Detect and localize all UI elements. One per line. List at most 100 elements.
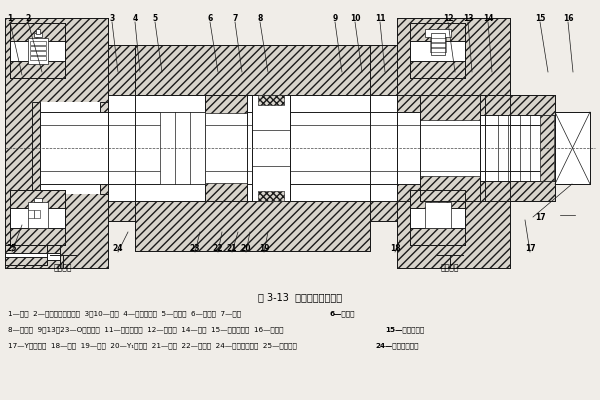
Bar: [135, 201, 370, 251]
Bar: [108, 95, 135, 201]
Text: 15—斯特圈密封: 15—斯特圈密封: [385, 326, 424, 333]
Bar: [32, 102, 40, 194]
Bar: [480, 95, 555, 115]
Bar: [370, 173, 397, 221]
Bar: [5, 18, 108, 268]
Bar: [34, 198, 42, 202]
Bar: [397, 18, 510, 268]
Bar: [135, 95, 370, 201]
Bar: [410, 190, 465, 208]
Bar: [10, 190, 65, 208]
Bar: [5, 245, 60, 253]
Bar: [431, 33, 445, 55]
Text: 2: 2: [25, 14, 31, 23]
Bar: [108, 173, 135, 221]
Bar: [108, 45, 135, 221]
Bar: [430, 43, 446, 47]
Text: 13: 13: [463, 14, 473, 23]
Bar: [34, 33, 42, 37]
Bar: [30, 56, 46, 60]
Bar: [410, 190, 465, 245]
Bar: [10, 190, 65, 245]
Text: 1: 1: [7, 14, 13, 23]
Bar: [32, 102, 108, 194]
Bar: [30, 51, 46, 55]
Bar: [135, 45, 370, 95]
Bar: [252, 95, 290, 201]
Text: 进出油口: 进出油口: [54, 263, 72, 272]
Bar: [420, 95, 508, 201]
Bar: [410, 23, 465, 41]
Text: 3: 3: [109, 14, 115, 23]
Bar: [480, 95, 555, 201]
Bar: [410, 23, 465, 78]
Bar: [5, 260, 60, 268]
Bar: [370, 45, 397, 123]
Bar: [485, 95, 510, 201]
Bar: [397, 18, 510, 268]
Bar: [5, 245, 60, 268]
Text: 22: 22: [213, 244, 223, 253]
Text: 23: 23: [190, 244, 200, 253]
Bar: [135, 201, 370, 251]
Bar: [100, 102, 108, 194]
Bar: [5, 245, 47, 253]
Bar: [5, 18, 108, 268]
Text: 20: 20: [241, 244, 251, 253]
Bar: [5, 257, 47, 265]
Bar: [420, 95, 485, 201]
Text: 6: 6: [208, 14, 212, 23]
Bar: [135, 45, 370, 95]
Text: 16: 16: [563, 14, 573, 23]
Text: 19: 19: [259, 244, 269, 253]
Bar: [5, 245, 47, 265]
Bar: [5, 245, 60, 268]
Bar: [36, 29, 40, 34]
Bar: [10, 23, 65, 41]
Text: 进出油口: 进出油口: [441, 263, 459, 272]
Bar: [420, 95, 485, 120]
Bar: [480, 181, 555, 201]
Text: 17—Y型密封圈  18—缸头  19—护环  20—Y₁密封圈  21—活塞  22—导向环  24—无杆端缓冲套  25—连接螺钉: 17—Y型密封圈 18—缸头 19—护环 20—Y₁密封圈 21—活塞 22—导…: [8, 342, 297, 349]
Bar: [480, 125, 590, 171]
Bar: [370, 45, 397, 221]
Bar: [430, 38, 446, 42]
Bar: [10, 23, 65, 78]
Bar: [40, 112, 480, 184]
Text: 18: 18: [389, 244, 400, 253]
Bar: [28, 202, 48, 228]
Text: 5: 5: [152, 14, 158, 23]
Text: 17: 17: [524, 244, 535, 253]
Text: 17: 17: [535, 212, 545, 222]
Bar: [410, 190, 465, 245]
Bar: [410, 61, 465, 78]
Bar: [28, 210, 34, 218]
Bar: [410, 228, 465, 245]
Text: 15: 15: [535, 14, 545, 23]
Bar: [258, 95, 284, 105]
Bar: [205, 95, 247, 201]
Bar: [555, 112, 590, 184]
Text: 6—缓冲套: 6—缓冲套: [330, 310, 355, 317]
Text: 12: 12: [443, 14, 453, 23]
Text: 11: 11: [375, 14, 385, 23]
Bar: [410, 23, 465, 78]
Bar: [205, 183, 247, 201]
Bar: [397, 95, 420, 201]
Text: 8: 8: [257, 14, 263, 23]
Bar: [540, 115, 554, 181]
Bar: [480, 95, 555, 201]
Bar: [30, 41, 46, 45]
Text: 7: 7: [232, 14, 238, 23]
Text: 4: 4: [133, 14, 137, 23]
Text: 1—缸底  2—带放气孔的单向阁  3、10—法兰  4—格来圈密封  5—导向环  6—缓冲套  7—缸筒: 1—缸底 2—带放气孔的单向阁 3、10—法兰 4—格来圈密封 5—导向环 6—…: [8, 310, 241, 317]
Bar: [10, 190, 65, 245]
Text: 9: 9: [332, 14, 338, 23]
Bar: [425, 29, 451, 37]
Bar: [370, 95, 397, 201]
Bar: [10, 23, 65, 78]
Bar: [28, 38, 48, 64]
Bar: [10, 228, 65, 245]
Text: 21: 21: [227, 244, 237, 253]
Bar: [10, 61, 65, 78]
